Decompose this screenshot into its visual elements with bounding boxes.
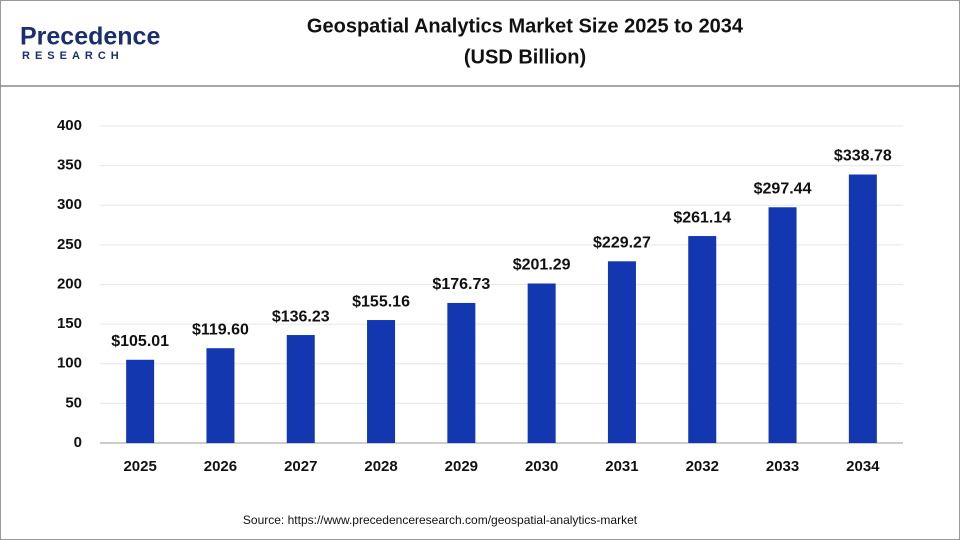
x-tick-label: 2032 [686, 458, 719, 475]
chart-subtitle: (USD Billion) [464, 46, 586, 68]
y-tick-label: 0 [74, 434, 82, 451]
x-tick-label: 2033 [766, 458, 799, 475]
data-label: $136.23 [272, 308, 330, 325]
x-tick-label: 2029 [445, 458, 478, 475]
chart-title: Geospatial Analytics Market Size 2025 to… [307, 15, 744, 37]
logo-name: Precedence [20, 23, 160, 51]
data-label: $338.78 [834, 148, 892, 165]
bar [688, 236, 717, 443]
x-tick-label: 2030 [525, 458, 558, 475]
x-tick-label: 2034 [846, 458, 880, 475]
data-label: $229.27 [593, 235, 651, 252]
data-label: $105.01 [111, 333, 169, 350]
bar [607, 261, 636, 443]
data-label: $261.14 [673, 209, 731, 226]
source-note: Source: https://www.precedenceresearch.c… [243, 513, 638, 527]
data-label: $176.73 [432, 276, 490, 293]
bar [848, 174, 877, 443]
bar [367, 320, 396, 443]
x-tick-label: 2028 [364, 458, 397, 475]
bar [126, 359, 155, 443]
x-tick-label: 2027 [284, 458, 317, 475]
y-tick-label: 250 [57, 236, 82, 253]
y-tick-label: 300 [57, 196, 82, 213]
bar [527, 283, 556, 443]
x-tick-label: 2031 [605, 458, 638, 475]
data-label: $155.16 [352, 293, 410, 310]
y-tick-label: 200 [57, 275, 82, 292]
y-tick-label: 400 [57, 117, 82, 134]
bar [286, 335, 315, 443]
data-label: $201.29 [513, 257, 571, 274]
logo-tagline: RESEARCH [22, 50, 124, 62]
data-label: $297.44 [754, 180, 812, 197]
x-tick-label: 2025 [123, 458, 156, 475]
bar [447, 302, 476, 443]
y-tick-label: 100 [57, 355, 82, 372]
y-tick-label: 50 [65, 394, 82, 411]
bar [206, 348, 235, 443]
bar [768, 207, 797, 443]
y-tick-label: 350 [57, 157, 82, 174]
data-label: $119.60 [192, 321, 249, 338]
x-tick-label: 2026 [204, 458, 237, 475]
y-tick-label: 150 [57, 315, 82, 332]
